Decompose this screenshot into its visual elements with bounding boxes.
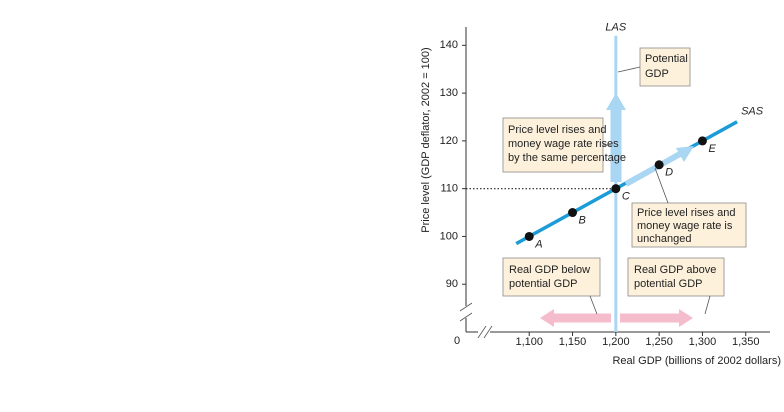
annotation-text: Price level rises and — [508, 124, 606, 136]
x-tick-label: 1,200 — [602, 336, 630, 348]
y-tick-label: 90 — [446, 278, 458, 290]
y-tick-label: 110 — [440, 183, 458, 195]
annotation-text: Real GDP below — [509, 264, 590, 276]
series-label: SAS — [741, 106, 764, 118]
annotation-text: money wage rate is — [637, 220, 733, 232]
data-point — [654, 160, 664, 170]
point-label: D — [665, 167, 673, 179]
plot-area: 90 100 110 120 130 140 1,100 1,150 1,200 1,250 1,3… — [440, 22, 770, 348]
annotation-text: by the same percentage — [508, 152, 626, 164]
data-point — [697, 136, 707, 146]
x-tick-label: 1,300 — [689, 336, 717, 348]
annotation-text: unchanged — [637, 233, 691, 245]
annotation: Potential GDP — [617, 47, 691, 87]
annotation: Real GDP above potential GDP — [627, 257, 725, 315]
data-point — [524, 231, 534, 241]
y-tick-label: 130 — [440, 87, 458, 99]
annotation-text: potential GDP — [634, 278, 702, 290]
annotation-text: potential GDP — [509, 278, 577, 290]
y-tick-label: 100 — [440, 230, 458, 242]
annotation-text: GDP — [645, 68, 669, 80]
x-tick-label: 1,250 — [645, 336, 673, 348]
x-tick-label: 1,350 — [732, 336, 760, 348]
annotation: Price level rises and money wage rate ri… — [502, 117, 626, 173]
series-label: LAS — [605, 22, 626, 34]
annotation-text: Potential — [645, 53, 688, 65]
shift-arrows — [606, 93, 694, 187]
annotation: Real GDP below potential GDP — [502, 257, 601, 315]
y-tick-label: 120 — [440, 135, 458, 147]
point-label: E — [708, 143, 716, 155]
x-axis-title: Real GDP (billions of 2002 dollars) — [612, 355, 781, 367]
y-tick-label: 140 — [440, 39, 458, 51]
origin-label: 0 — [454, 335, 460, 347]
data-point — [611, 184, 621, 194]
annotation-text: money wage rate rises — [508, 138, 619, 150]
point-label: A — [534, 238, 542, 250]
gdp-gap-arrows — [540, 309, 693, 327]
data-point — [568, 208, 578, 218]
annotation-text: Price level rises and — [637, 207, 735, 219]
annotation-text: Real GDP above — [634, 264, 716, 276]
point-label: C — [622, 191, 630, 203]
axis-breaks — [459, 302, 493, 339]
y-axis-title: Price level (GDP deflator, 2002 = 100) — [420, 47, 432, 232]
x-tick-label: 1,150 — [559, 336, 587, 348]
point-label: B — [579, 214, 586, 226]
annotation: Price level rises and money wage rate is… — [631, 167, 747, 248]
x-tick-label: 1,100 — [515, 336, 543, 348]
